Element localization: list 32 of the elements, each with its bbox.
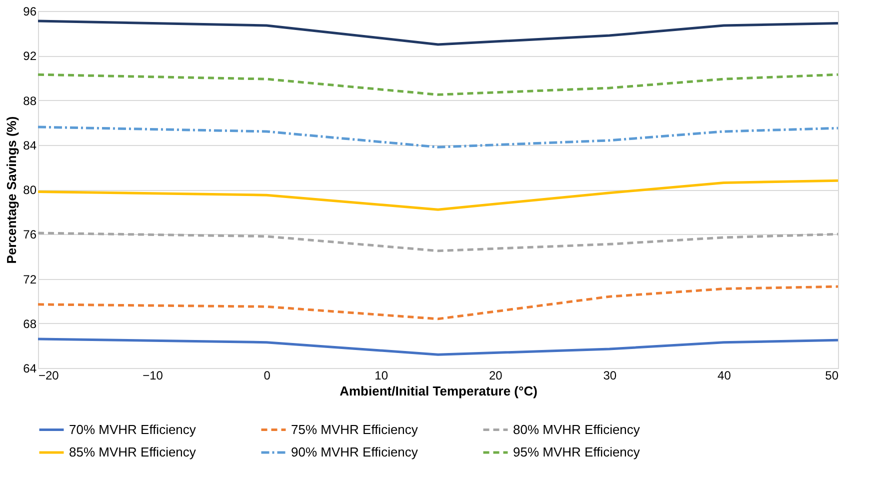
y-tick-label: 72 [23,272,37,286]
x-tick-label: 50 [825,368,839,382]
y-tick-label: 68 [23,316,37,331]
line-series [36,232,840,252]
y-tick-label: 84 [23,138,37,152]
legend-label: 90% MVHR Efficiency [291,444,418,460]
legend-label: 70% MVHR Efficiency [69,422,196,437]
x-tick-label: 10 [374,368,388,382]
x-tick-label: −10 [142,368,164,382]
x-tick-label: 0 [264,368,271,382]
x-tick-label: 30 [603,368,617,382]
y-tick-label: 92 [23,49,37,64]
y-axis-title: Percentage Savings (%) [4,116,20,264]
legend-label: 75% MVHR Efficiency [291,422,418,437]
line-series [36,179,840,211]
y-tick-label: 88 [23,94,37,108]
line-series [36,20,840,46]
line-series [36,126,840,148]
y-tick-label: 76 [23,228,37,242]
legend-label: 80% MVHR Efficiency [513,422,640,437]
legend-label: 85% MVHR Efficiency [69,444,196,460]
line-series [36,73,840,96]
legend-label: 95% MVHR Efficiency [513,444,640,460]
x-tick-label: 40 [718,368,732,382]
x-axis-title: Ambient/Initial Temperature (°C) [340,384,538,398]
x-tick-label: −20 [38,368,60,382]
y-tick-label: 96 [23,4,37,18]
y-tick-label: 80 [23,183,37,197]
y-tick-label: 64 [23,362,37,376]
x-tick-label: 20 [488,368,503,382]
line-series [36,285,840,320]
line-series [36,338,840,356]
